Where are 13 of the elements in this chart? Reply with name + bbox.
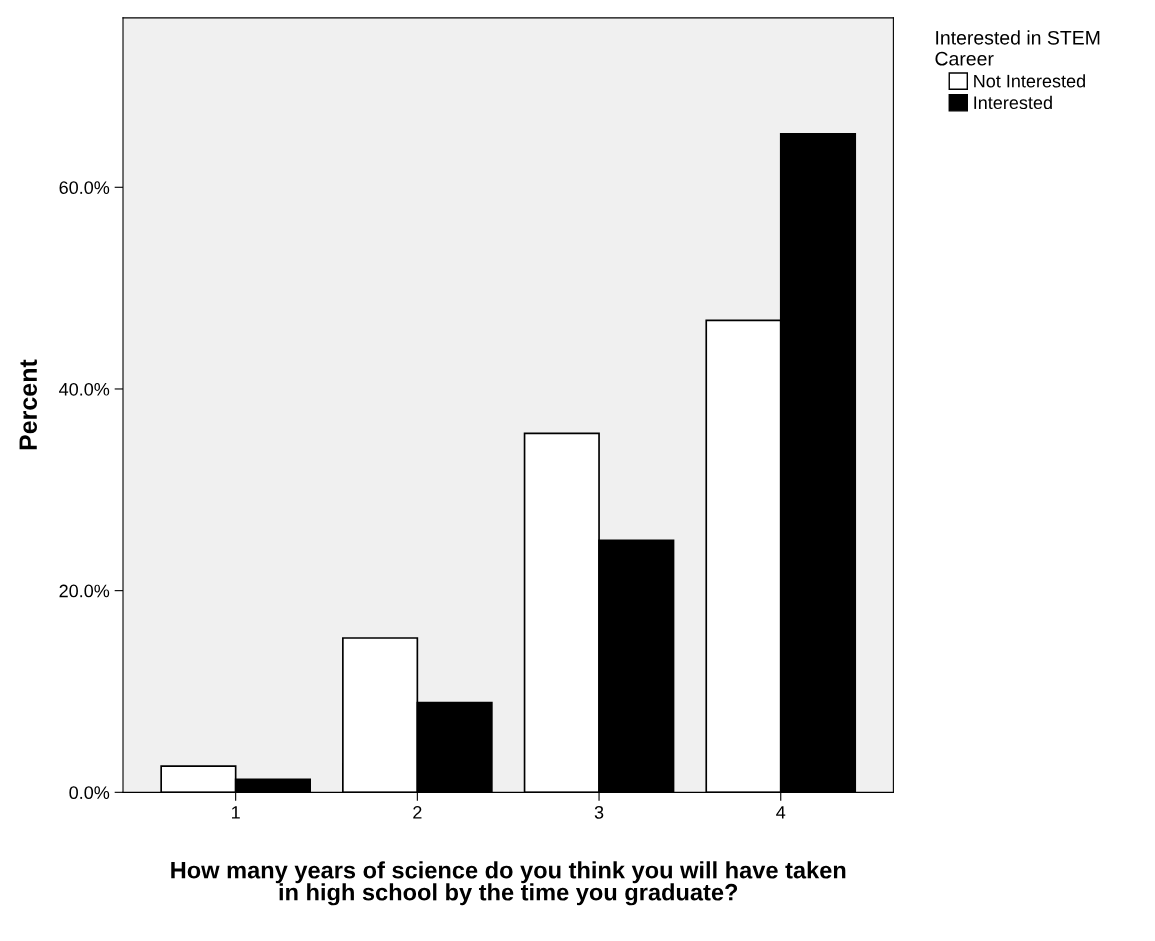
legend-label: Not Interested xyxy=(974,74,1085,88)
y-axis-title: Percent xyxy=(19,359,38,450)
legend-title: Interested in STEM Career xyxy=(935,30,1100,66)
x-tick-label: 2 xyxy=(413,805,422,819)
x-tick-label: 1 xyxy=(232,806,240,819)
x-tick-label: 4 xyxy=(776,806,786,819)
y-tick-label: 40.0% xyxy=(59,382,110,396)
y-tick-label: 20.0% xyxy=(59,584,110,598)
x-tick-label: 3 xyxy=(594,805,604,819)
legend-label: Interested xyxy=(974,95,1052,110)
y-tick-label: 60.0% xyxy=(59,181,110,195)
x-axis-title: How many years of science do you think you will have taken in high school by the time you graduate? xyxy=(171,861,846,906)
y-tick-label: 0.0% xyxy=(69,786,110,800)
